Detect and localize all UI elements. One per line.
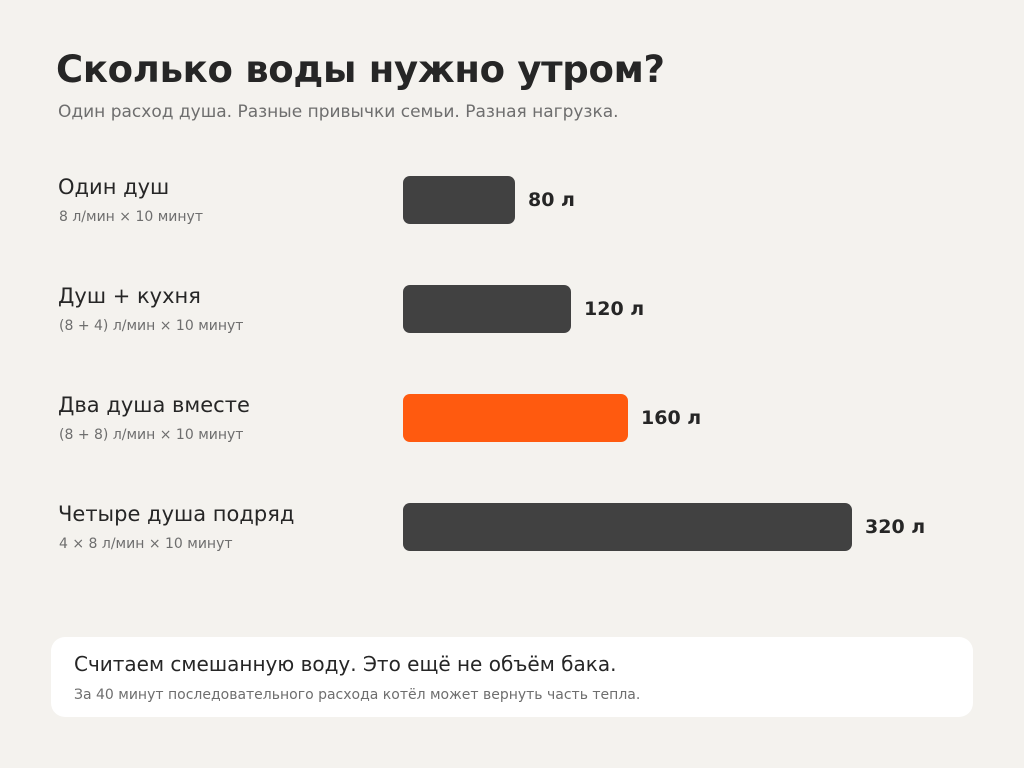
page-title: Сколько воды нужно утром? [56,48,665,91]
bar [403,285,571,333]
bar [403,394,628,442]
bar-value-label: 160 л [641,407,702,429]
note-title: Считаем смешанную воду. Это ещё не объём… [74,652,617,676]
info-note-card: Считаем смешанную воду. Это ещё не объём… [51,637,973,717]
water-usage-bar-chart: Один душ 8 л/мин × 10 минут 80 л Душ + кухн… [58,175,926,552]
bar-formula-note: 8 л/мин × 10 минут [59,209,203,225]
bar-category-label: Два душа вместе [58,393,250,417]
bar-value-label: 320 л [865,516,926,538]
bar-value-label: 80 л [528,189,575,211]
bar-category-label: Душ + кухня [58,284,201,308]
page-subtitle: Один расход душа. Разные привычки семьи.… [58,102,619,122]
bar-category-label: Один душ [58,175,170,199]
note-text: За 40 минут последовательного расхода ко… [74,687,641,703]
bar-formula-note: (8 + 8) л/мин × 10 минут [59,427,244,443]
bar-value-label: 120 л [584,298,645,320]
bar [403,503,852,551]
bar-formula-note: 4 × 8 л/мин × 10 минут [59,536,233,552]
bar [403,176,515,224]
bar-category-label: Четыре душа подряд [58,502,295,526]
bar-formula-note: (8 + 4) л/мин × 10 минут [59,318,244,334]
